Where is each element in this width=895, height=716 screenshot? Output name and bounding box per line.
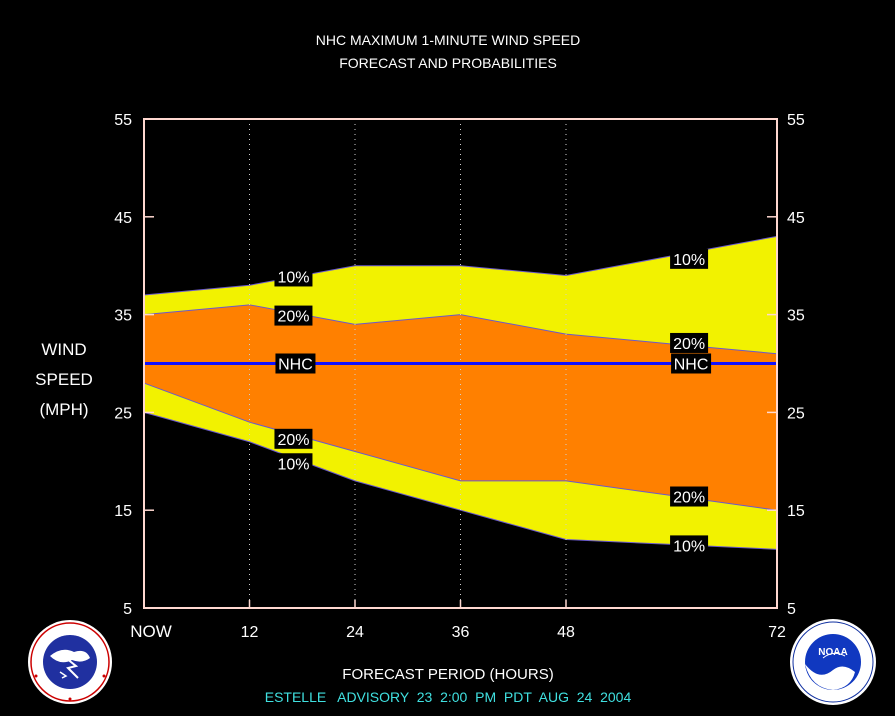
y-tick-label-left-45: 45 xyxy=(114,210,132,227)
annotation-text-6: 20% xyxy=(673,336,705,353)
annotation-label-1: 20% xyxy=(274,305,313,326)
annotation-text-8: 20% xyxy=(673,490,705,507)
x-tick-label-48: 48 xyxy=(557,624,575,641)
annotation-text-0: 10% xyxy=(277,269,309,286)
annotation-text-7: NHC xyxy=(674,357,709,374)
x-tick-label-NOW: NOW xyxy=(130,622,172,641)
y-tick-label-right-5: 5 xyxy=(787,601,796,618)
y-axis-label-line1: WIND xyxy=(41,340,86,359)
annotation-label-2: NHC xyxy=(275,353,316,374)
y-tick-label-right-15: 15 xyxy=(787,503,805,520)
plot-frame xyxy=(143,118,778,609)
annotation-box-4 xyxy=(274,453,313,474)
x-axis-label: FORECAST PERIOD (HOURS) xyxy=(342,666,553,683)
annotation-label-8: 20% xyxy=(670,486,709,507)
annotation-text-3: 20% xyxy=(277,432,309,449)
annotation-text-2: NHC xyxy=(278,357,313,374)
advisory-footer: ESTELLE ADVISORY 23 2:00 PM PDT AUG 24 2… xyxy=(265,689,632,705)
annotation-box-5 xyxy=(670,248,709,269)
annotation-box-1 xyxy=(274,305,313,326)
annotation-box-8 xyxy=(670,486,709,507)
x-tick-label-36: 36 xyxy=(452,624,470,641)
annotation-text-5: 10% xyxy=(673,252,705,269)
y-axis-label-line3: (MPH) xyxy=(39,400,88,419)
annotation-label-7: NHC xyxy=(671,353,712,374)
chart-title: NHC MAXIMUM 1-MINUTE WIND SPEED xyxy=(316,32,580,48)
y-tick-label-left-55: 55 xyxy=(114,112,132,129)
annotation-box-3 xyxy=(274,428,313,449)
annotation-label-5: 10% xyxy=(670,248,709,269)
annotation-box-0 xyxy=(274,266,313,287)
y-tick-label-left-15: 15 xyxy=(114,503,132,520)
y-axis-label-line2: SPEED xyxy=(35,370,93,389)
x-tick-label-72: 72 xyxy=(768,624,786,641)
annotation-label-6: 20% xyxy=(670,332,709,353)
annotation-box-9 xyxy=(670,535,709,556)
annotation-box-6 xyxy=(670,332,709,353)
y-tick-label-right-45: 45 xyxy=(787,210,805,227)
noaa-logo-text: NOAA xyxy=(818,647,847,658)
annotations: 10% 20% NHC 20% 10% 10% 20% NHC 20% 10% xyxy=(274,248,712,556)
y-tick-label-left-25: 25 xyxy=(114,405,132,422)
annotation-label-4: 10% xyxy=(274,453,313,474)
annotation-label-9: 10% xyxy=(670,535,709,556)
annotation-label-0: 10% xyxy=(274,266,313,287)
x-tick-label-24: 24 xyxy=(346,624,364,641)
annotation-text-9: 10% xyxy=(673,538,705,555)
x-tick-label-12: 12 xyxy=(241,624,259,641)
y-tick-label-left-5: 5 xyxy=(123,601,132,618)
y-tick-label-right-55: 55 xyxy=(787,112,805,129)
annotation-text-4: 10% xyxy=(277,456,309,473)
y-tick-label-right-25: 25 xyxy=(787,405,805,422)
noaa-logo: NOAA xyxy=(790,619,876,705)
annotation-box-7 xyxy=(671,353,712,374)
annotation-label-3: 20% xyxy=(274,428,313,449)
y-tick-label-left-35: 35 xyxy=(114,308,132,325)
nws-logo xyxy=(28,620,112,704)
chart-subtitle: FORECAST AND PROBABILITIES xyxy=(339,55,557,71)
annotation-text-1: 20% xyxy=(277,309,309,326)
y-tick-label-right-35: 35 xyxy=(787,308,805,325)
annotation-box-2 xyxy=(275,353,316,374)
